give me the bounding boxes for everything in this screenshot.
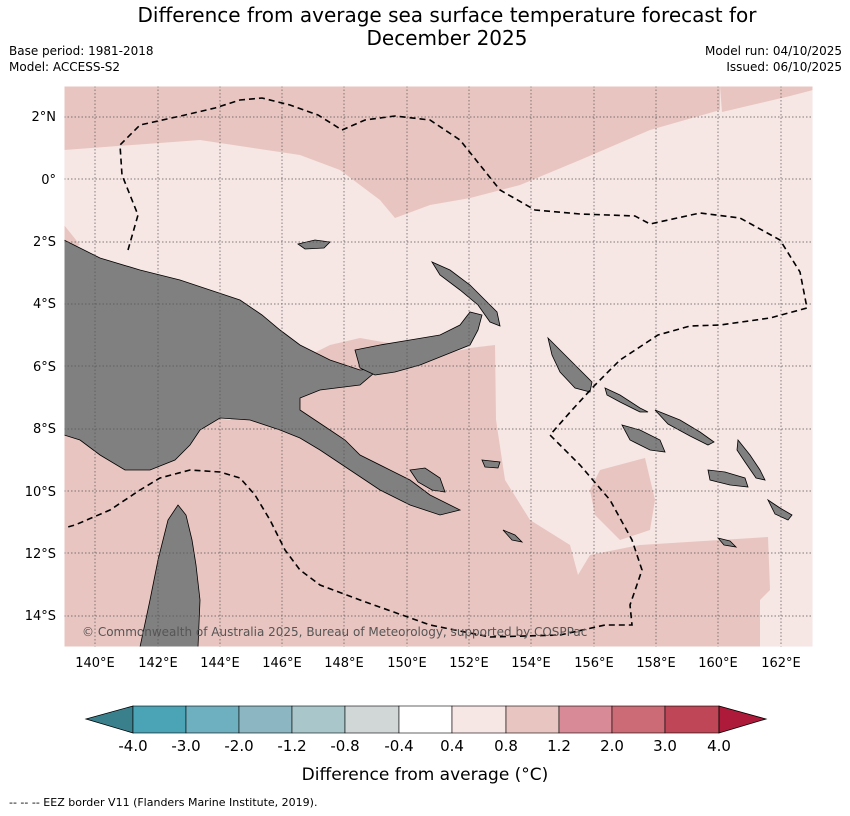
colorbar-segment (185, 705, 240, 734)
new-guinea-land (64, 239, 462, 516)
lon-label: 146°E (262, 656, 302, 671)
lat-label: 4°S (33, 297, 56, 312)
latitude-labels: 2°N 0° 2°S 4°S 6°S 8°S 10°S 12°S 14°S (25, 110, 56, 624)
colorbar-segment (505, 705, 560, 734)
meta-left: Base period: 1981-2018 Model: ACCESS-S2 (9, 43, 154, 75)
choiseul-island (604, 387, 649, 413)
colorbar-segment (398, 705, 453, 734)
new-georgia-island (621, 424, 666, 453)
colorbar-label: 2.0 (600, 737, 624, 755)
map-title: Difference from average sea surface temp… (0, 4, 850, 50)
colorbar-label: -2.0 (224, 737, 253, 755)
eez-border (64, 97, 808, 638)
issued-date: Issued: 06/10/2025 (726, 60, 842, 74)
colorbar-segment (291, 705, 346, 734)
lat-label: 2°S (33, 235, 56, 250)
rennell-island (716, 537, 738, 548)
colorbar-segment (344, 705, 400, 734)
lon-label: 158°E (636, 656, 676, 671)
model-name: Model: ACCESS-S2 (9, 60, 121, 74)
colorbar-segment (132, 705, 187, 734)
lat-label: 0° (41, 173, 56, 188)
d-entrecasteaux-islands (409, 467, 446, 493)
cape-york-land (139, 504, 201, 647)
colorbar-label: 3.0 (653, 737, 677, 755)
lat-label: 14°S (25, 609, 56, 624)
colorbar-arrow-low (84, 705, 134, 734)
colorbar-label: 0.8 (494, 737, 518, 755)
colorbar-label: 0.4 (440, 737, 464, 755)
lon-label: 152°E (449, 656, 489, 671)
colorbar-label: -1.2 (277, 737, 306, 755)
colorbar-segment (664, 705, 720, 734)
base-period: Base period: 1981-2018 (9, 44, 154, 58)
anomaly-0-8-1-2-north (64, 86, 813, 218)
new-ireland-island (430, 261, 501, 327)
lat-label: 8°S (33, 422, 56, 437)
colorbar-segment (238, 705, 293, 734)
lat-label: 2°N (32, 110, 57, 125)
new-britain-island (354, 311, 483, 376)
colorbar-segment (611, 705, 666, 734)
longitude-labels: 140°E 142°E 144°E 146°E 148°E 150°E 152°… (75, 656, 801, 671)
lat-label: 6°S (33, 360, 56, 375)
model-run: Model run: 04/10/2025 (704, 44, 842, 58)
colorbar-segment (558, 705, 613, 734)
malaita-island (736, 438, 766, 481)
copyright-notice: © Commonwealth of Australia 2025, Bureau… (82, 625, 587, 639)
colorbar-label: -3.0 (171, 737, 200, 755)
lon-label: 156°E (574, 656, 614, 671)
title-line-2: December 2025 (366, 26, 528, 50)
map-area (64, 86, 813, 647)
colorbar-title: Difference from average (°C) (302, 765, 549, 785)
colorbar-label: -4.0 (118, 737, 147, 755)
anomaly-0-8-1-2-east-patch (590, 458, 655, 540)
makira-island (766, 498, 793, 521)
bougainville-island (547, 336, 593, 393)
title-line-1: Difference from average sea surface temp… (137, 3, 757, 27)
colorbar (84, 705, 768, 734)
lon-label: 160°E (698, 656, 738, 671)
colorbar-labels: -4.0 -3.0 -2.0 -1.2 -0.8 -0.4 0.4 0.8 1.… (118, 737, 731, 755)
lat-label: 12°S (25, 547, 56, 562)
lon-label: 148°E (324, 656, 364, 671)
lon-label: 142°E (138, 656, 178, 671)
colorbar-arrow-high (718, 705, 768, 734)
lon-label: 162°E (761, 656, 801, 671)
map-frame (63, 85, 814, 648)
graticule (64, 86, 813, 647)
santa-isabel-island (654, 409, 715, 446)
woodlark-island (481, 459, 501, 469)
meta-right: Model run: 04/10/2025 Issued: 06/10/2025 (705, 43, 842, 75)
colorbar-label: 1.2 (547, 737, 571, 755)
colorbar-label: 4.0 (707, 737, 731, 755)
rossel-island (502, 529, 524, 543)
lon-label: 154°E (511, 656, 551, 671)
lat-label: 10°S (25, 485, 56, 500)
lon-label: 150°E (387, 656, 427, 671)
lon-label: 140°E (75, 656, 115, 671)
eez-legend-footer: -- -- -- EEZ border V11 (Flanders Marine… (9, 796, 318, 809)
guadalcanal-island (707, 469, 749, 488)
lon-label: 144°E (200, 656, 240, 671)
colorbar-label: -0.8 (330, 737, 359, 755)
colorbar-segment (451, 705, 507, 734)
colorbar-label: -0.4 (384, 737, 413, 755)
